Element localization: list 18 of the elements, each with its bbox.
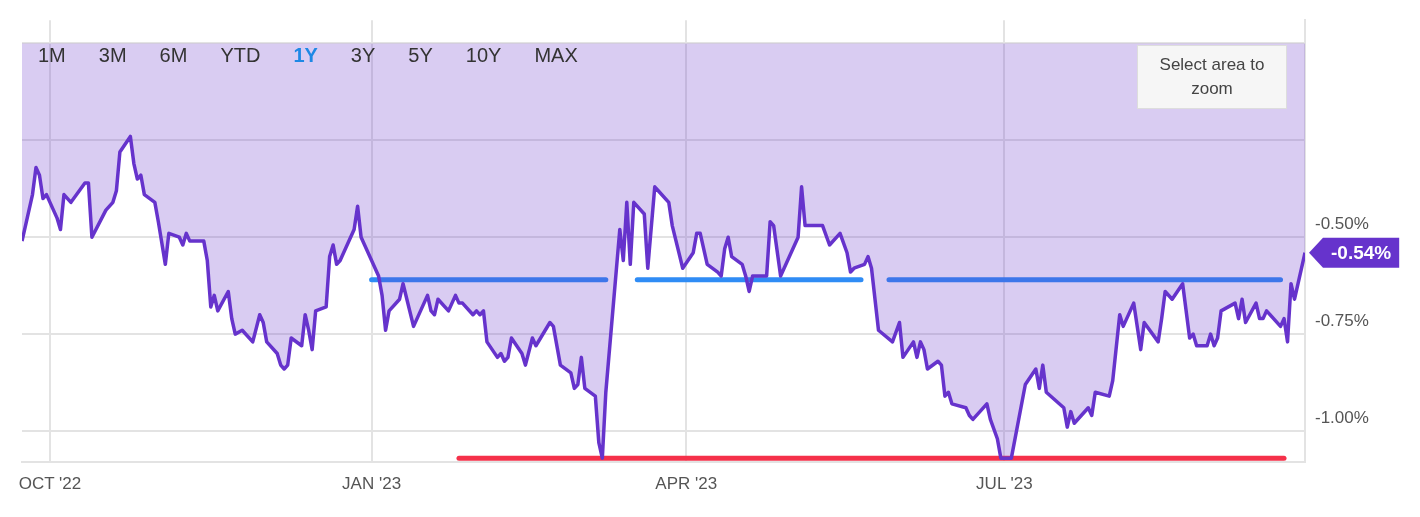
annotation: 3Y: [350, 44, 376, 67]
x-tick-label: JAN '23: [342, 473, 402, 493]
y-tick-label: -0.50%: [1315, 213, 1369, 233]
annotation: 6M: [159, 44, 188, 67]
y-tick-label: -0.75%: [1315, 310, 1369, 330]
annotation: 10Y: [465, 44, 502, 67]
y-tick-label: -1.00%: [1315, 407, 1369, 427]
annotation: 1Y: [293, 44, 318, 67]
x-tick-label: JUL '23: [976, 473, 1033, 493]
annotation: Select area to zoom: [1137, 45, 1287, 109]
annotation: 5Y: [408, 44, 433, 67]
annotation: MAX: [534, 44, 578, 67]
x-tick-label: OCT '22: [18, 473, 82, 493]
annotation: 3M: [98, 44, 127, 67]
annotation: YTD: [220, 44, 261, 67]
x-tick-label: APR '23: [655, 473, 718, 493]
annotation: -0.54%: [1331, 241, 1392, 263]
annotation: 1M: [38, 44, 66, 67]
